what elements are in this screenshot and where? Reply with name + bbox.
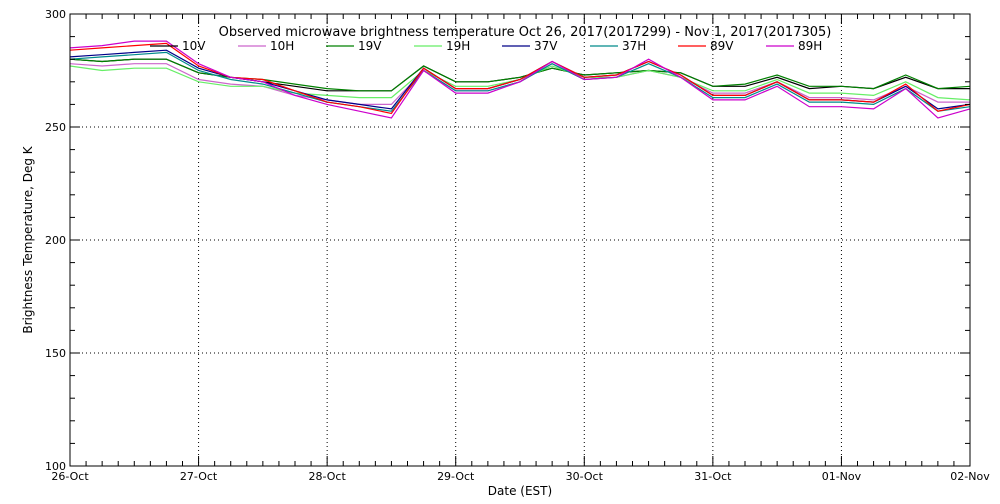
series-lines (69, 40, 971, 119)
legend-label-10v: 10V (182, 39, 206, 53)
legend-label-89h: 89H (798, 39, 822, 53)
legend-label-37v: 37V (534, 39, 558, 53)
x-tick-label: 01-Nov (822, 470, 862, 483)
x-tick-label: 28-Oct (308, 470, 346, 483)
legend-label-19v: 19V (358, 39, 382, 53)
series-line-89v (69, 42, 971, 115)
y-tick-label: 100 (45, 460, 66, 473)
chart-title: Observed microwave brightness temperatur… (219, 25, 832, 40)
x-tick-label: 26-Oct (51, 470, 89, 483)
y-tick-label: 150 (45, 347, 66, 360)
series-line-89h (69, 40, 971, 119)
x-tick-label: 31-Oct (694, 470, 732, 483)
x-tick-label: 30-Oct (566, 470, 604, 483)
y-tick-label: 200 (45, 234, 66, 247)
y-tick-label: 250 (45, 121, 66, 134)
series-line-19v (69, 58, 971, 92)
gridlines (70, 14, 970, 466)
x-tick-label: 27-Oct (180, 470, 218, 483)
x-tick-label: 29-Oct (437, 470, 475, 483)
x-tick-label: 02-Nov (950, 470, 990, 483)
axis-ticks: 26-Oct 27-Oct 28-Oct 29-Oct 30-Oct 31-Oct 01-N… (45, 8, 990, 483)
y-axis-label: Brightness Temperature, Deg K (21, 145, 35, 333)
legend-label-37h: 37H (622, 39, 646, 53)
legend-label-89v: 89V (710, 39, 734, 53)
series-line-19h (69, 65, 971, 101)
legend-label-19h: 19H (446, 39, 470, 53)
x-axis-label: Date (EST) (488, 484, 552, 498)
y-tick-label: 300 (45, 8, 66, 21)
legend: 10V 10H 19V 19H 37V 37H 89V 89H (150, 39, 822, 53)
legend-label-10h: 10H (270, 39, 294, 53)
